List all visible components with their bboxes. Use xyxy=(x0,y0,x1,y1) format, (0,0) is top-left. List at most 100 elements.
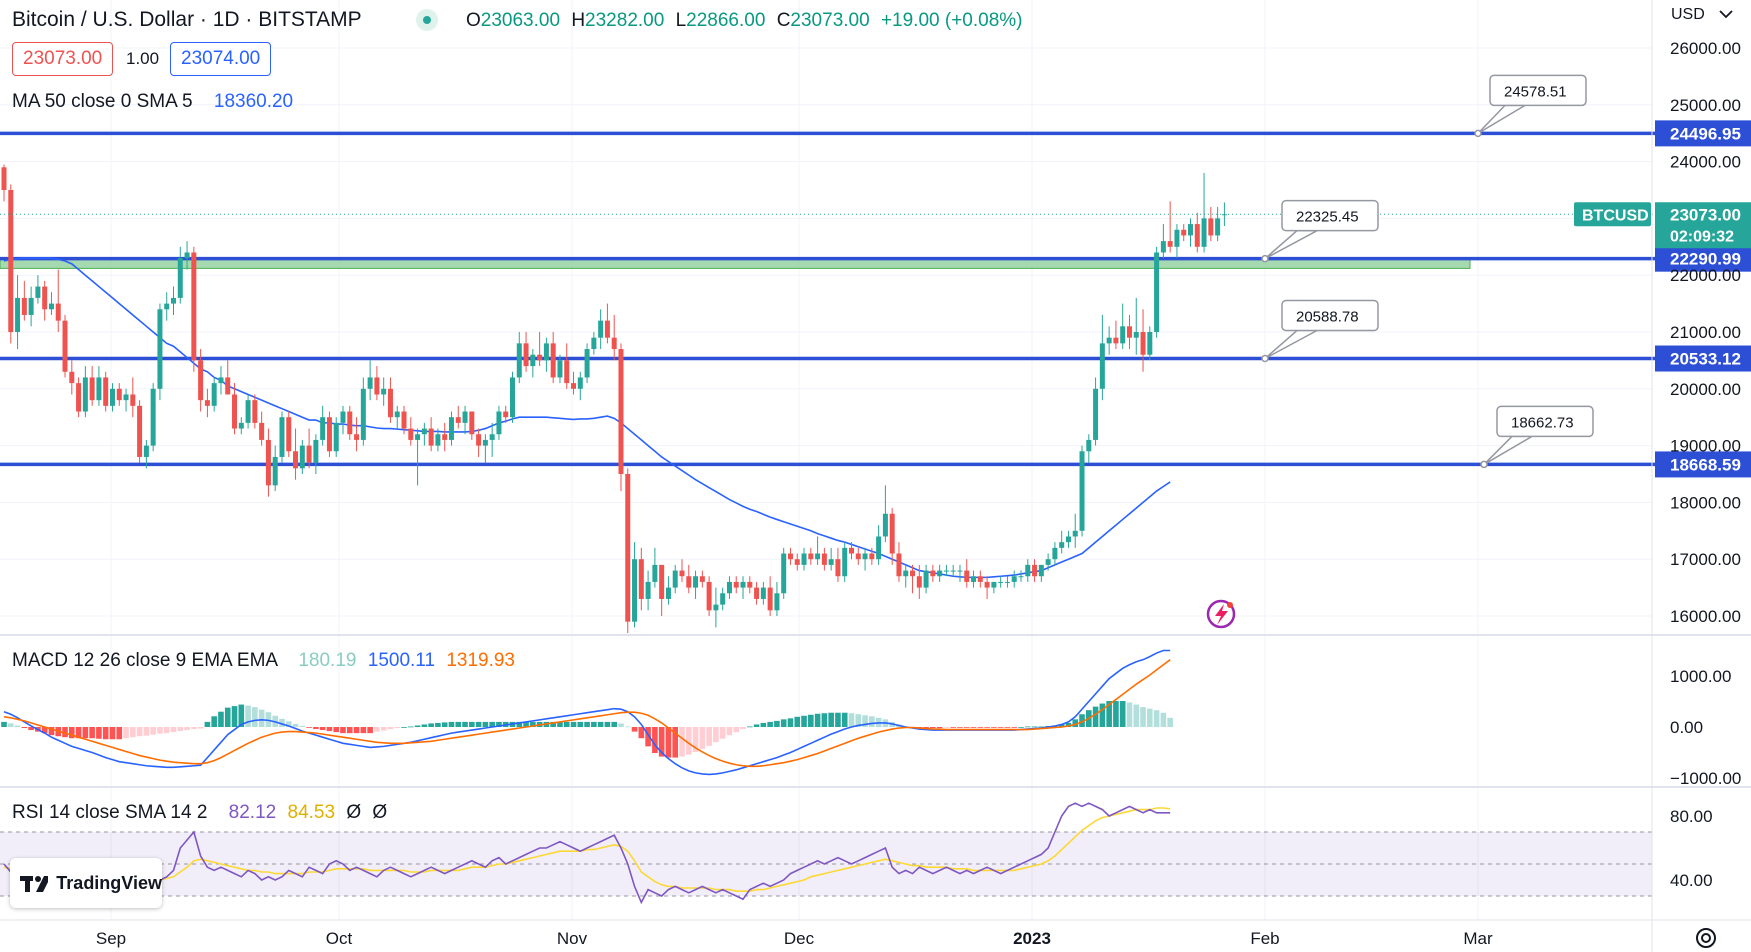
candle xyxy=(218,366,224,395)
candle-body xyxy=(96,377,102,401)
candle-body xyxy=(693,576,699,588)
macd-histogram-bar xyxy=(353,727,360,734)
macd-histogram-bar xyxy=(245,705,251,727)
buy-price-button[interactable]: 23074.00 xyxy=(170,42,272,76)
candle xyxy=(306,428,312,469)
candle-body xyxy=(1201,218,1207,247)
macd-histogram-bar xyxy=(794,716,801,727)
currency-label: USD xyxy=(1671,6,1705,23)
macd-histogram-bar xyxy=(1004,727,1011,728)
candle-body xyxy=(313,439,319,463)
macd-histogram-bar xyxy=(977,727,984,728)
macd-histogram-bar xyxy=(1167,717,1173,727)
candle-body xyxy=(299,445,305,469)
candle-body xyxy=(571,383,577,389)
candle xyxy=(916,564,922,599)
flash-icon[interactable] xyxy=(1206,599,1236,629)
tradingview-logo[interactable]: TradingView xyxy=(10,858,162,908)
candle xyxy=(279,411,285,463)
candle xyxy=(1032,559,1038,582)
macd-histogram-bar xyxy=(685,727,692,755)
candle xyxy=(245,394,251,429)
macd-histogram-bar xyxy=(984,727,990,728)
candle xyxy=(821,547,827,571)
candle-body xyxy=(611,337,617,350)
macd-histogram-bar xyxy=(1160,712,1167,727)
candle xyxy=(476,428,482,457)
candle xyxy=(584,343,590,384)
macd-legend[interactable]: MACD 12 26 close 9 EMA EMA 180.19 1500.1… xyxy=(12,650,515,671)
candle xyxy=(774,581,780,616)
candle-body xyxy=(808,553,814,560)
macd-histogram-bar xyxy=(869,716,875,727)
settings-gear-icon[interactable] xyxy=(1696,928,1716,948)
candle xyxy=(1140,309,1146,372)
macd-histogram-bar xyxy=(177,727,184,732)
symbol-title[interactable]: Bitcoin / U.S. Dollar · 1D · BITSTAMP xyxy=(12,8,362,31)
time-axis[interactable]: Sep Oct Nov Dec 2023 Feb Mar xyxy=(96,929,1493,948)
sell-price-button[interactable]: 23073.00 xyxy=(12,42,114,76)
candle-body xyxy=(1188,224,1193,236)
candle-body xyxy=(1086,439,1092,452)
macd-histogram-bar xyxy=(692,727,699,752)
candle-body xyxy=(469,411,475,435)
macd-histogram-bar xyxy=(1,721,7,727)
macd-histogram-bar xyxy=(387,727,394,730)
macd-histogram-bar xyxy=(109,727,116,740)
candle-body xyxy=(1133,332,1139,338)
candle xyxy=(754,581,760,605)
macd-histogram-bar xyxy=(584,721,590,727)
candle xyxy=(1120,303,1126,350)
candle xyxy=(8,184,14,344)
candle xyxy=(130,377,136,418)
candle-body xyxy=(76,383,82,412)
candle xyxy=(1201,172,1207,253)
candle xyxy=(1133,297,1139,355)
candle-body xyxy=(1079,451,1085,531)
macd-histogram-bar xyxy=(150,727,156,735)
candle-body xyxy=(882,513,888,537)
candle xyxy=(367,360,373,401)
candle-body xyxy=(238,422,244,429)
macd-histogram-bar xyxy=(408,726,414,728)
candle xyxy=(835,547,841,582)
level-axis-badge xyxy=(1655,245,1751,272)
spread-value: 1.00 xyxy=(126,49,160,68)
candle-body xyxy=(530,354,536,367)
candle xyxy=(693,570,699,599)
candle xyxy=(164,292,170,321)
price-axis[interactable]: USD 26000.00 25000.00 24000.00 22000.00 21000… xyxy=(1670,6,1741,626)
candle xyxy=(706,576,712,616)
macd-histogram-bar xyxy=(848,713,855,727)
candle xyxy=(801,547,807,571)
candle xyxy=(326,411,332,457)
price-callouts[interactable]: 24578.51 22325.45 20588.78 18662.73 xyxy=(1261,74,1594,469)
candle xyxy=(137,400,143,463)
macd-histogram-bar xyxy=(713,727,719,743)
candle xyxy=(191,246,197,372)
macd-histogram-bar xyxy=(469,721,475,727)
candle-body xyxy=(8,190,14,332)
macd-histogram-bar xyxy=(841,712,848,727)
rsi-pane: 80.00 40.00 xyxy=(0,802,1713,905)
candle-body xyxy=(116,388,122,401)
rsi-legend[interactable]: RSI 14 close SMA 14 2 82.12 84.53 Ø Ø xyxy=(12,802,388,823)
callout-pointer xyxy=(1477,104,1528,135)
candle xyxy=(971,570,977,588)
candle-body xyxy=(320,417,326,440)
candle xyxy=(611,314,617,361)
candle-body xyxy=(157,309,163,389)
candle-body xyxy=(204,400,210,406)
market-status-icon[interactable] xyxy=(416,9,438,37)
candle-body xyxy=(130,394,136,406)
macd-histogram-bar xyxy=(224,707,231,727)
ma-legend[interactable]: MA 50 close 0 SMA 5 18360.20 xyxy=(12,91,294,112)
candle xyxy=(35,275,41,304)
macd-histogram-bar xyxy=(774,720,780,727)
macd-histogram-bar xyxy=(191,727,197,730)
tradingview-logo-icon xyxy=(20,876,49,892)
macd-histogram-bar xyxy=(787,718,794,727)
candle xyxy=(550,332,556,384)
